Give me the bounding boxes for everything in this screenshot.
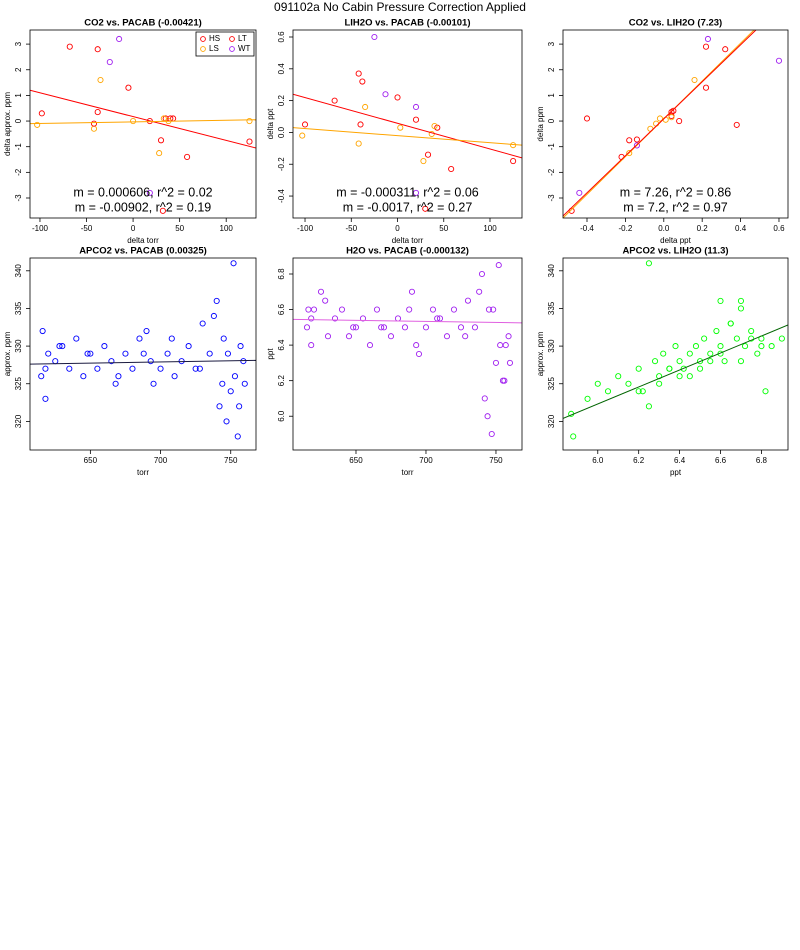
x-tick-label: 6.4 xyxy=(674,456,686,465)
y-tick-label: -3 xyxy=(547,194,556,202)
legend-label: LT xyxy=(238,34,247,43)
x-axis-label: ppt xyxy=(670,468,682,477)
x-axis-label: delta torr xyxy=(392,236,424,245)
x-tick-label: -50 xyxy=(345,224,357,233)
y-axis-label: ppt xyxy=(266,348,275,360)
y-tick-label: 2 xyxy=(547,67,556,72)
x-tick-label: 50 xyxy=(175,224,184,233)
x-tick-label: -50 xyxy=(81,224,93,233)
y-tick-label: 6.4 xyxy=(277,339,286,351)
x-axis-label: torr xyxy=(137,468,149,477)
y-tick-label: 6.6 xyxy=(277,303,286,315)
y-tick-label: 340 xyxy=(547,264,556,278)
annotation: m = 7.26, r^2 = 0.86 xyxy=(620,185,732,199)
y-tick-label: 0 xyxy=(547,118,556,123)
panel-title: APCO2 vs. LIH2O (11.3) xyxy=(622,246,728,257)
x-tick-label: 0 xyxy=(131,224,136,233)
y-axis-label: delta ppm xyxy=(536,106,545,141)
x-tick-label: 750 xyxy=(489,456,503,465)
y-tick-label: 320 xyxy=(14,414,23,428)
figure-title: 091102a No Cabin Pressure Correction App… xyxy=(274,0,526,14)
y-tick-label: 0 xyxy=(14,118,23,123)
y-axis-label: delta ppt xyxy=(266,108,275,139)
y-axis-label: delta approx. ppm xyxy=(3,92,12,156)
panel-title: H2O vs. PACAB (-0.000132) xyxy=(346,246,469,257)
y-tick-label: 0.4 xyxy=(277,63,286,75)
annotation: m = -0.00902, r^2 = 0.19 xyxy=(75,200,212,214)
x-tick-label: 0.6 xyxy=(773,224,785,233)
x-tick-label: 650 xyxy=(84,456,98,465)
x-tick-label: 0.0 xyxy=(658,224,670,233)
x-tick-label: 100 xyxy=(483,224,497,233)
y-tick-label: 3 xyxy=(547,41,556,46)
x-tick-label: 0 xyxy=(395,224,400,233)
legend-label: HS xyxy=(209,34,220,43)
x-tick-label: 100 xyxy=(220,224,234,233)
legend-label: LS xyxy=(209,44,219,53)
y-tick-label: -2 xyxy=(14,168,23,176)
y-tick-label: 0.2 xyxy=(277,95,286,107)
y-tick-label: 335 xyxy=(14,301,23,315)
y-tick-label: 6.2 xyxy=(277,375,286,387)
y-tick-label: 340 xyxy=(14,264,23,278)
y-tick-label: 335 xyxy=(547,301,556,315)
y-axis-label: approx. ppm xyxy=(536,331,545,376)
panel-title: CO2 vs. LIH2O (7.23) xyxy=(629,18,722,29)
y-tick-label: 1 xyxy=(14,93,23,98)
annotation: m = 7.2, r^2 = 0.97 xyxy=(623,200,728,214)
y-tick-label: 0.0 xyxy=(277,126,286,138)
x-tick-label: 0.2 xyxy=(697,224,709,233)
y-tick-label: -0.4 xyxy=(277,189,286,203)
x-axis-label: torr xyxy=(402,468,414,477)
x-tick-label: 0.4 xyxy=(735,224,747,233)
y-tick-label: 6.0 xyxy=(277,410,286,422)
x-tick-label: 6.0 xyxy=(592,456,604,465)
x-tick-label: 700 xyxy=(154,456,168,465)
x-tick-label: -100 xyxy=(297,224,314,233)
y-tick-label: 2 xyxy=(14,67,23,72)
x-tick-label: 750 xyxy=(224,456,238,465)
y-tick-label: -3 xyxy=(14,194,23,202)
x-tick-label: 6.6 xyxy=(715,456,727,465)
x-tick-label: 650 xyxy=(349,456,363,465)
y-tick-label: 330 xyxy=(547,339,556,353)
x-tick-label: -0.4 xyxy=(580,224,594,233)
panel-title: LIH2O vs. PACAB (-0.00101) xyxy=(344,18,470,29)
y-tick-label: 0.6 xyxy=(277,31,286,43)
y-tick-label: -1 xyxy=(547,143,556,151)
y-tick-label: 3 xyxy=(14,41,23,46)
y-axis-label: approx. ppm xyxy=(3,331,12,376)
y-tick-label: -0.2 xyxy=(277,157,286,171)
y-tick-label: -1 xyxy=(14,143,23,151)
annotation: m = 0.000606, r^2 = 0.02 xyxy=(73,185,212,199)
y-tick-label: 330 xyxy=(14,339,23,353)
panel-title: APCO2 vs. PACAB (0.00325) xyxy=(79,246,207,257)
legend-label: WT xyxy=(238,44,251,53)
x-tick-label: 6.8 xyxy=(756,456,768,465)
y-tick-label: -2 xyxy=(547,168,556,176)
panel-title: CO2 vs. PACAB (-0.00421) xyxy=(84,18,202,29)
x-axis-label: delta ppt xyxy=(660,236,691,245)
y-tick-label: 6.8 xyxy=(277,268,286,280)
annotation: m = -0.000311, r^2 = 0.06 xyxy=(336,185,479,199)
x-tick-label: -100 xyxy=(32,224,49,233)
x-tick-label: 6.2 xyxy=(633,456,645,465)
x-tick-label: 50 xyxy=(439,224,448,233)
y-tick-label: 320 xyxy=(547,414,556,428)
figure: 091102a No Cabin Pressure Correction App… xyxy=(0,0,800,950)
x-tick-label: -0.2 xyxy=(618,224,632,233)
x-tick-label: 700 xyxy=(419,456,433,465)
y-tick-label: 325 xyxy=(14,377,23,391)
y-tick-label: 325 xyxy=(547,377,556,391)
annotation: m = -0.0017, r^2 = 0.27 xyxy=(343,200,473,214)
x-axis-label: delta torr xyxy=(127,236,159,245)
y-tick-label: 1 xyxy=(547,93,556,98)
